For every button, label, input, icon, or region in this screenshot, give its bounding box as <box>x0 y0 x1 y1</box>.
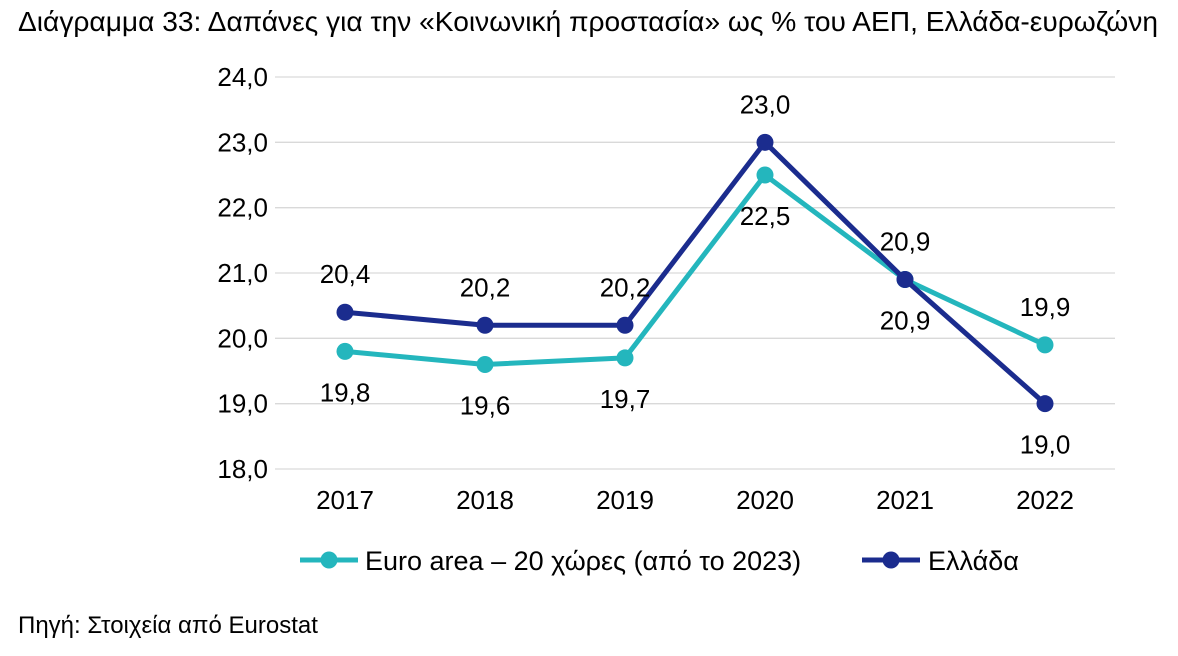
y-tick-label: 21,0 <box>217 258 268 288</box>
x-tick-label: 2021 <box>876 485 934 515</box>
data-point <box>336 342 354 360</box>
legend-label: Ελλάδα <box>928 546 1019 576</box>
gridlines <box>275 76 1115 470</box>
data-label: 20,2 <box>460 272 511 302</box>
legend-label: Euro area – 20 χώρες (από το 2023) <box>365 546 801 576</box>
data-label: 19,7 <box>600 384 651 414</box>
data-label: 19,8 <box>320 377 371 407</box>
data-label: 20,2 <box>600 272 651 302</box>
data-point <box>476 316 494 334</box>
data-label: 20,9 <box>880 306 931 336</box>
data-label: 23,0 <box>740 89 791 119</box>
x-tick-label: 2019 <box>596 485 654 515</box>
data-point <box>1036 395 1054 413</box>
data-label: 19,0 <box>1020 430 1071 460</box>
data-point <box>336 303 354 321</box>
y-tick-label: 23,0 <box>217 127 268 157</box>
data-point <box>896 271 914 289</box>
data-label: 19,9 <box>1020 292 1071 322</box>
y-tick-label: 19,0 <box>217 389 268 419</box>
x-tick-label: 2022 <box>1016 485 1074 515</box>
legend: Euro area – 20 χώρες (από το 2023) Ελλάδ… <box>300 546 1019 576</box>
data-point <box>476 355 494 373</box>
data-label: 20,9 <box>880 227 931 257</box>
x-tick-label: 2017 <box>316 485 374 515</box>
y-tick-label: 20,0 <box>217 323 268 353</box>
legend-item-greece: Ελλάδα <box>862 546 1019 576</box>
x-axis-tick-labels: 2017 2018 2019 2020 2021 2022 <box>316 485 1074 515</box>
data-label: 19,6 <box>460 390 511 420</box>
y-tick-label: 18,0 <box>217 454 268 484</box>
series-euro-area <box>336 166 1054 373</box>
legend-item-euro-area: Euro area – 20 χώρες (από το 2023) <box>300 546 801 576</box>
y-axis-tick-labels: 18,0 19,0 20,0 21,0 22,0 23,0 24,0 <box>217 62 268 484</box>
data-point <box>616 349 634 367</box>
data-point <box>616 316 634 334</box>
chart-title: Διάγραμμα 33: Δαπάνες για την «Κοινωνική… <box>18 6 1158 37</box>
series-line <box>344 172 1047 367</box>
x-tick-label: 2020 <box>736 485 794 515</box>
y-tick-label: 24,0 <box>217 62 268 92</box>
data-point <box>756 166 774 184</box>
x-tick-label: 2018 <box>456 485 514 515</box>
series-line <box>344 139 1047 406</box>
y-tick-label: 22,0 <box>217 193 268 223</box>
source-note: Πηγή: Στοιχεία από Eurostat <box>18 612 318 639</box>
data-label: 20,4 <box>320 259 371 289</box>
series-greece <box>336 133 1054 413</box>
legend-marker-swatch <box>320 551 338 569</box>
data-labels: 19,8 20,4 19,6 20,2 19,7 20,2 22,5 23,0 20,9 20,9… <box>320 89 1071 459</box>
legend-marker-swatch <box>882 551 900 569</box>
data-label: 22,5 <box>740 201 791 231</box>
data-point <box>756 133 774 151</box>
data-point <box>1036 336 1054 354</box>
